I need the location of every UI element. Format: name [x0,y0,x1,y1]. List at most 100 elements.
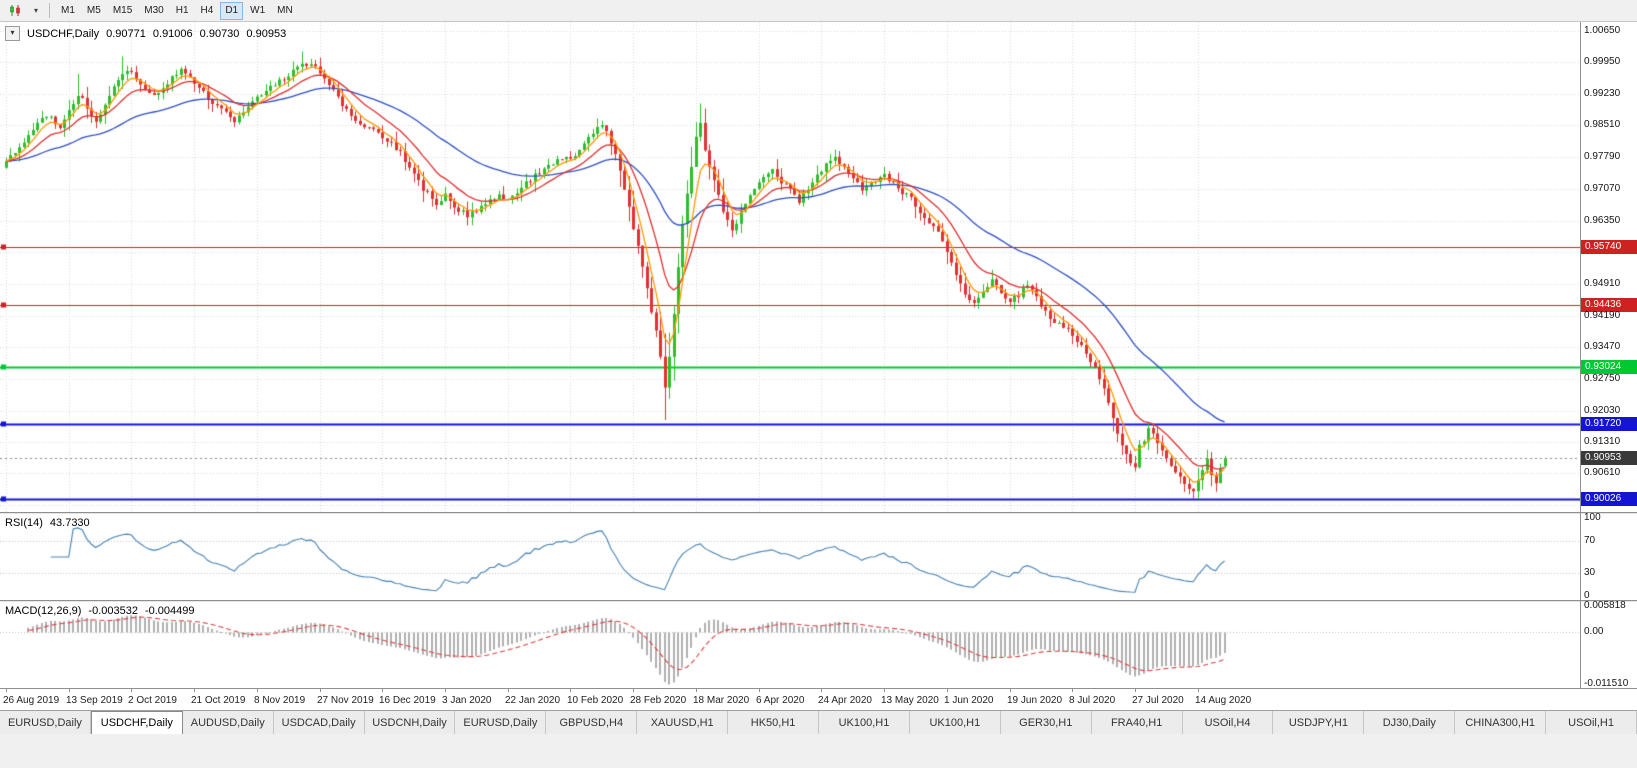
timeframe-group: M1 M5 M15 M30 H1 H4 D1 W1 MN [55,1,299,20]
timeframe-button-W1[interactable]: W1 [250,5,266,16]
chart-ohlc-title: ▾ USDCHF,Daily 0.90771 0.91006 0.90730 0… [5,26,286,41]
ohlc-high: 0.91006 [152,27,193,40]
price-axis-label: 0.90610 [1584,467,1621,478]
timeframe-button-M30[interactable]: M30 [144,5,164,16]
price-axis-label: 0.91310 [1584,436,1621,447]
chart-symbol-label: USDCHF,Daily [27,27,100,40]
chart-type-icon[interactable] [4,2,27,20]
chart-tab-usdchf-daily[interactable]: USDCHF,Daily [90,711,183,735]
ohlc-low: 0.90730 [199,27,240,40]
rsi-axis-label: 30 [1584,567,1596,578]
time-axis-label: 2 Oct 2019 [128,695,177,706]
time-axis-tick [131,689,132,692]
time-axis-label: 1 Jun 2020 [944,695,994,706]
time-axis-tick [6,689,7,692]
chart-tab-hk50-h1[interactable]: HK50,H1 [728,711,820,735]
level-price-badge: 0.91720 [1581,417,1637,431]
time-axis-tick [69,689,70,692]
time-axis-tick [320,689,321,692]
timeframe-button-D1[interactable]: D1 [220,1,244,20]
chart-tab-dj30-daily[interactable]: DJ30,Daily [1364,711,1456,735]
macd-axis-label: -0.011510 [1584,678,1629,689]
time-axis-label: 27 Jul 2020 [1132,695,1184,706]
time-axis-label: 27 Nov 2019 [317,695,374,706]
chart-type-dropdown-icon[interactable]: ▾ [34,6,39,15]
chart-tab-gbpusd-h4[interactable]: GBPUSD,H4 [546,711,638,735]
time-axis-tick [382,689,383,692]
chart-tab-usdcnh-daily[interactable]: USDCNH,Daily [364,711,456,735]
level-price-badge: 0.93024 [1581,360,1637,374]
time-axis-label: 28 Feb 2020 [630,695,687,706]
level-price-badge: 0.90026 [1581,492,1637,506]
chart-window: ▾ USDCHF,Daily 0.90771 0.91006 0.90730 0… [0,22,1637,711]
macd-axis-label: 0.00 [1584,626,1604,637]
timeframe-button-M5[interactable]: M5 [86,5,101,16]
time-axis-tick [759,689,760,692]
chart-collapse-icon[interactable]: ▾ [5,26,20,41]
time-axis-label: 18 Mar 2020 [693,695,750,706]
timeframe-button-H1[interactable]: H1 [175,5,189,16]
time-axis-tick [508,689,509,692]
chart-tab-china300-h1[interactable]: CHINA300,H1 [1455,711,1547,735]
price-axis-label: 0.94190 [1584,310,1621,321]
time-axis-tick [1135,689,1136,692]
price-axis-label: 0.93470 [1584,341,1621,352]
time-axis-tick [821,689,822,692]
candlestick-icon [10,5,20,16]
macd-pane-title: MACD(12,26,9) -0.003532 -0.004499 [5,605,195,617]
chart-tabs-bar: EURUSD,Daily USDCHF,Daily AUDUSD,Daily USDC… [0,710,1637,735]
chart-tab-fra40-h1[interactable]: FRA40,H1 [1091,711,1183,735]
macd-pane-splitter[interactable] [0,600,1637,602]
macd-indicator-label: MACD(12,26,9) [5,605,82,617]
time-axis-tick [570,689,571,692]
chart-tab-eurusd-daily[interactable]: EURUSD,Daily [0,711,91,735]
main-price-chart-canvas[interactable] [0,22,1580,512]
rsi-axis-label: 100 [1584,512,1601,523]
macd-indicator-canvas[interactable] [0,602,1580,688]
toolbar-separator [49,3,51,18]
time-axis-label: 24 Apr 2020 [818,695,872,706]
chart-tab-usoil-h1[interactable]: USOil,H1 [1546,711,1637,735]
chart-tab-audusd-daily[interactable]: AUDUSD,Daily [182,711,274,735]
rsi-indicator-label: RSI(14) [5,517,43,529]
chart-tab-usdjpy-h1[interactable]: USDJPY,H1 [1273,711,1365,735]
bottom-filler [0,734,1637,768]
time-axis[interactable]: 26 Aug 2019 13 Sep 2019 2 Oct 2019 21 Oct 2… [0,688,1637,711]
chart-tab-xauusd-h1[interactable]: XAUUSD,H1 [637,711,729,735]
price-axis-label: 0.98510 [1584,119,1621,130]
time-axis-label: 26 Aug 2019 [3,695,60,706]
chart-tab-eurusd-daily[interactable]: EURUSD,Daily [455,711,547,735]
price-axis-label: 0.97070 [1584,183,1621,194]
time-axis-label: 16 Dec 2019 [379,695,436,706]
timeframe-button-M15[interactable]: M15 [112,5,133,16]
rsi-indicator-value: 43.7330 [49,517,90,529]
chart-tab-usoil-h4[interactable]: USOil,H4 [1182,711,1274,735]
chart-tab-usdcad-daily[interactable]: USDCAD,Daily [273,711,365,735]
rsi-axis-label: 0 [1584,590,1590,601]
timeframe-button-MN[interactable]: MN [277,5,293,16]
time-axis-tick [1010,689,1011,692]
rsi-pane-title: RSI(14) 43.7330 [5,517,90,529]
chart-tab-ger30-h1[interactable]: GER30,H1 [1000,711,1092,735]
time-axis-label: 6 Apr 2020 [756,695,805,706]
chart-tab-uk100-h1[interactable]: UK100,H1 [909,711,1001,735]
time-axis-label: 13 May 2020 [881,695,939,706]
rsi-indicator-canvas[interactable] [0,514,1580,600]
level-price-badge: 0.94436 [1581,298,1637,312]
time-axis-tick [947,689,948,692]
chart-tab-uk100-h1[interactable]: UK100,H1 [819,711,910,735]
time-axis-label: 10 Feb 2020 [567,695,624,706]
timeframe-button-M1[interactable]: M1 [61,5,75,16]
time-axis-tick [884,689,885,692]
price-axis-label: 0.97790 [1584,151,1621,162]
price-axis-label: 0.96350 [1584,215,1621,226]
price-axis-label: 0.92750 [1584,373,1621,384]
ohlc-close: 0.90953 [246,27,287,40]
time-axis-tick [633,689,634,692]
ohlc-open: 0.90771 [106,27,146,40]
rsi-pane-splitter[interactable] [0,512,1637,514]
macd-axis-label: 0.005818 [1584,600,1626,611]
timeframe-button-H4[interactable]: H4 [200,5,214,16]
price-axis-label: 0.92030 [1584,405,1621,416]
time-axis-label: 14 Aug 2020 [1195,695,1252,706]
